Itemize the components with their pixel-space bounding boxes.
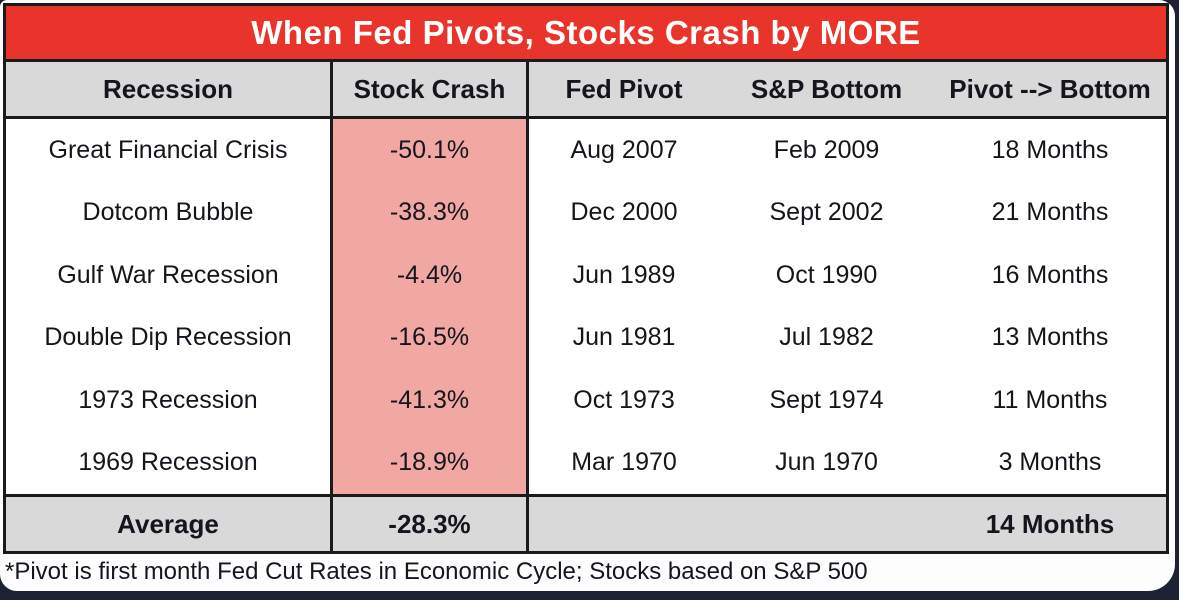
cell-stock-crash: -16.5% xyxy=(333,306,529,369)
column-header-recession: Recession xyxy=(6,62,333,116)
column-header-sp-bottom: S&P Bottom xyxy=(750,73,903,104)
cell-sp-bottom: Sept 2002 xyxy=(769,198,884,227)
cell-stock-crash: -38.3% xyxy=(333,181,529,244)
cell-stock-crash: -50.1% xyxy=(333,119,529,182)
cell-recession: Double Dip Recession xyxy=(6,306,333,369)
cell-months: 16 Months xyxy=(991,260,1109,289)
fed-pivot-table: When Fed Pivots, Stocks Crash by MORE Re… xyxy=(3,3,1169,554)
cell-months: 11 Months xyxy=(992,385,1108,414)
cell-months: 13 Months xyxy=(991,323,1109,352)
cell-sp-bottom: Jul 1982 xyxy=(779,323,874,352)
cell-fed-pivot: Jun 1981 xyxy=(572,323,676,352)
cell-fed-pivot: Jun 1989 xyxy=(572,260,676,289)
cell-fed-pivot: Dec 2000 xyxy=(570,198,678,227)
cell-recession: Great Financial Crisis xyxy=(6,119,333,182)
cell-average-empty xyxy=(529,497,719,551)
footnote: *Pivot is first month Fed Cut Rates in E… xyxy=(5,558,868,585)
cell-stock-crash: -18.9% xyxy=(333,431,529,494)
table-row: Great Financial Crisis -50.1% Aug 2007 F… xyxy=(6,119,1166,182)
cell-sp-bottom: Sept 1974 xyxy=(769,385,884,414)
column-header-stock-crash: Stock Crash xyxy=(333,62,529,116)
cell-recession: 1969 Recession xyxy=(6,431,333,494)
cell-recession: Dotcom Bubble xyxy=(6,181,333,244)
table-row: Dotcom Bubble -38.3% Dec 2000 Sept 2002 … xyxy=(6,181,1166,244)
cell-fed-pivot: Oct 1973 xyxy=(573,385,675,414)
cell-months: 3 Months xyxy=(998,448,1102,477)
cell-fed-pivot: Aug 2007 xyxy=(570,135,678,164)
page-title: When Fed Pivots, Stocks Crash by MORE xyxy=(6,6,1166,62)
cell-average-months: 14 Months xyxy=(985,508,1115,539)
table-header-row: Recession Stock Crash Fed Pivot S&P Bott… xyxy=(6,62,1166,119)
cell-stock-crash: -4.4% xyxy=(333,244,529,307)
cell-sp-bottom: Oct 1990 xyxy=(775,260,878,289)
cell-months: 18 Months xyxy=(991,135,1109,164)
cell-recession: Gulf War Recession xyxy=(6,244,333,307)
cell-months: 21 Months xyxy=(991,198,1109,227)
table-row: 1969 Recession -18.9% Mar 1970 Jun 1970 … xyxy=(6,431,1166,494)
table-row: Double Dip Recession -16.5% Jun 1981 Jul… xyxy=(6,306,1166,369)
cell-stock-crash: -41.3% xyxy=(333,369,529,432)
cell-sp-bottom: Jun 1970 xyxy=(775,448,878,477)
table-row: 1973 Recession -41.3% Oct 1973 Sept 1974… xyxy=(6,369,1166,432)
cell-fed-pivot: Mar 1970 xyxy=(571,448,677,477)
column-header-pivot-to-bottom: Pivot --> Bottom xyxy=(949,73,1151,104)
cell-average-empty xyxy=(719,497,934,551)
table-average-row: Average -28.3% 14 Months xyxy=(6,494,1166,551)
cell-average-label: Average xyxy=(6,497,333,551)
table-row: Gulf War Recession -4.4% Jun 1989 Oct 19… xyxy=(6,244,1166,307)
cell-recession: 1973 Recession xyxy=(6,369,333,432)
column-header-fed-pivot: Fed Pivot xyxy=(565,73,683,104)
cell-average-crash: -28.3% xyxy=(333,497,529,551)
cell-sp-bottom: Feb 2009 xyxy=(773,135,880,164)
